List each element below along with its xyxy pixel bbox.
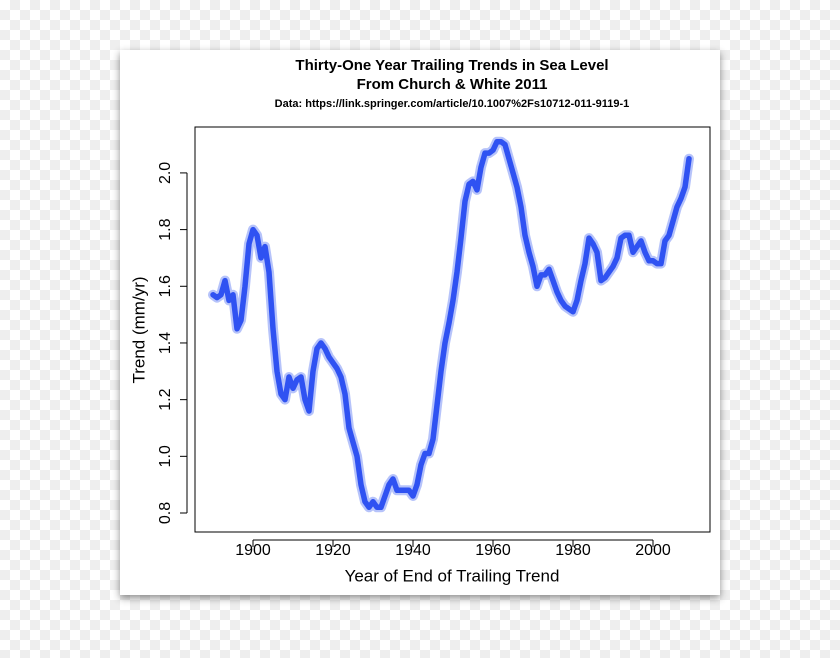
line: [210, 138, 692, 511]
x-tick-label: 1920: [315, 542, 351, 559]
plot-frame: [194, 126, 711, 533]
x-tick-label: 1960: [475, 542, 511, 559]
y-tick-label: 0.8: [157, 502, 174, 524]
x-tick-label: 2000: [635, 542, 671, 559]
x-tick-label: 1940: [395, 542, 431, 559]
x-axis-label: Year of End of Trailing Trend: [345, 566, 560, 585]
x-tick-label: 1980: [555, 542, 591, 559]
chart-subtitle: From Church & White 2011: [357, 76, 548, 93]
y-axis-label: Trend (mm/yr): [129, 276, 148, 383]
y-tick-label: 1.2: [157, 388, 174, 410]
y-tick-label: 1.0: [157, 445, 174, 467]
source: Data: https://link.springer.com/article/…: [275, 98, 630, 110]
chart-title: Thirty-One Year Trailing Trends in Sea L…: [295, 57, 608, 74]
card: [120, 50, 720, 595]
y-tick-label: 2.0: [157, 162, 174, 184]
y-tick-label: 1.6: [157, 275, 174, 297]
y-tick-label: 1.8: [157, 218, 174, 240]
x-tick-label: 1900: [235, 542, 271, 559]
y-tick-label: 1.4: [157, 332, 174, 354]
